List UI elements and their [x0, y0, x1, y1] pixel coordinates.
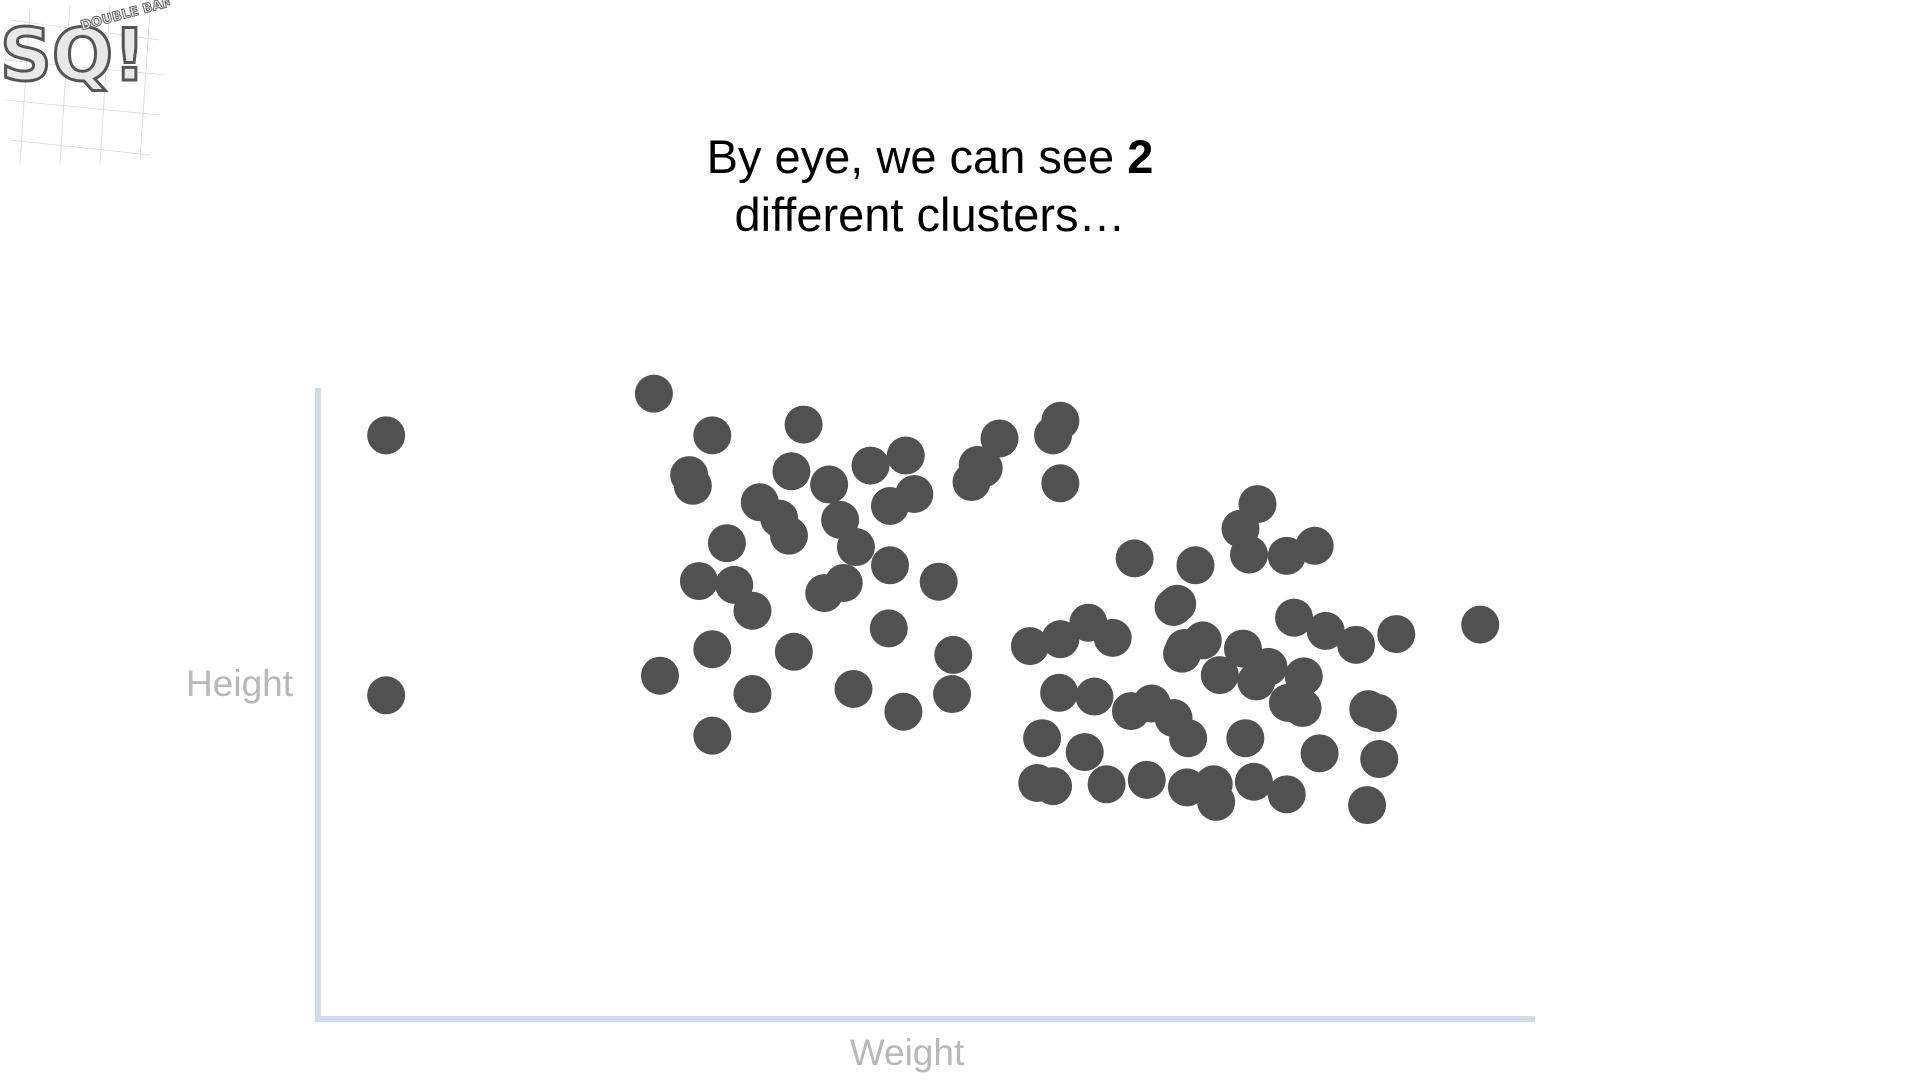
data-point: [679, 562, 718, 601]
data-point: [1176, 546, 1215, 585]
caption-number: 2: [1127, 130, 1154, 183]
caption-line2: different clusters…: [734, 188, 1126, 241]
data-point: [933, 675, 972, 714]
data-point: [1275, 598, 1314, 637]
statquest-logo: SQ! DOUBLE BAM!!!: [0, 0, 170, 166]
data-point: [1284, 657, 1323, 696]
data-point: [1010, 627, 1049, 666]
data-point: [980, 419, 1019, 458]
slide-caption: By eye, we can see 2 different clusters…: [0, 128, 1860, 244]
data-point: [367, 676, 406, 715]
data-point: [884, 692, 923, 731]
data-point: [1230, 535, 1269, 574]
data-point: [673, 466, 712, 505]
data-point: [1127, 760, 1166, 799]
y-axis-label: Height: [186, 663, 294, 704]
data-point: [1377, 615, 1416, 654]
data-point: [836, 528, 875, 567]
data-point: [1234, 762, 1273, 801]
data-point: [693, 416, 732, 455]
data-points: [367, 374, 1500, 825]
data-point: [870, 486, 909, 525]
data-point: [1087, 765, 1126, 804]
data-point: [1065, 733, 1104, 772]
data-point: [1183, 621, 1222, 660]
data-point: [1069, 603, 1108, 642]
data-point: [693, 630, 732, 669]
data-point: [707, 524, 746, 563]
logo-letters: SQ!: [0, 13, 146, 97]
data-point: [869, 609, 908, 648]
data-point: [1167, 768, 1206, 807]
data-point: [1041, 620, 1080, 659]
data-point: [870, 546, 909, 585]
data-point: [1226, 719, 1265, 758]
data-point: [964, 449, 1003, 488]
data-point: [1348, 786, 1387, 825]
data-point: [1034, 767, 1073, 806]
data-point: [1267, 536, 1306, 575]
data-point: [733, 591, 772, 630]
x-axis-label: Weight: [850, 1032, 965, 1073]
data-point: [919, 562, 958, 601]
data-point: [834, 669, 873, 708]
data-point: [1283, 688, 1322, 727]
data-point: [784, 405, 823, 444]
data-point: [1300, 734, 1339, 773]
data-point: [824, 563, 863, 602]
data-point: [886, 436, 925, 475]
data-point: [1041, 401, 1080, 440]
data-point: [772, 452, 811, 491]
data-point: [1041, 464, 1080, 503]
data-point: [1023, 719, 1062, 758]
data-point: [1169, 719, 1208, 758]
data-point: [1154, 587, 1193, 626]
data-point: [1237, 662, 1276, 701]
data-point: [1337, 625, 1376, 664]
data-point: [1359, 693, 1398, 732]
data-point: [693, 716, 732, 755]
data-point: [851, 446, 890, 485]
data-point: [1040, 673, 1079, 712]
data-point: [1200, 656, 1239, 695]
data-point: [1075, 677, 1114, 716]
data-point: [640, 656, 679, 695]
data-point: [769, 516, 808, 555]
data-point: [367, 416, 406, 455]
data-point: [733, 675, 772, 714]
caption-line1: By eye, we can see: [706, 130, 1128, 183]
data-point: [1461, 605, 1500, 644]
data-point: [1238, 485, 1277, 524]
data-point: [1306, 611, 1345, 650]
data-point: [774, 632, 813, 671]
data-point: [634, 374, 673, 413]
data-point: [1197, 782, 1236, 821]
data-point: [934, 635, 973, 674]
data-point: [1267, 775, 1306, 814]
data-point: [810, 465, 849, 504]
data-point: [1115, 539, 1154, 578]
data-point: [1360, 740, 1399, 779]
